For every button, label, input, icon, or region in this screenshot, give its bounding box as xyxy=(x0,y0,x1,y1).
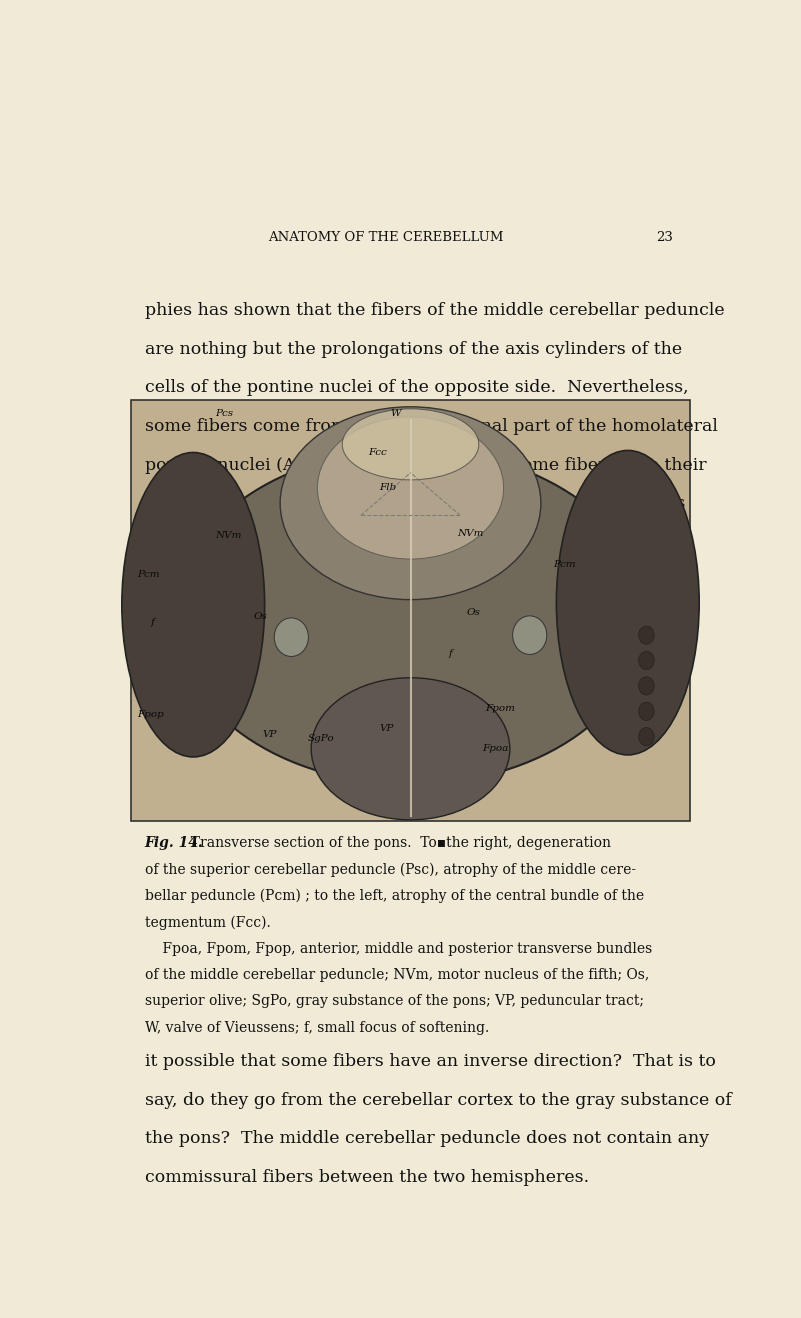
Text: W, valve of Vieussens; f, small focus of softening.: W, valve of Vieussens; f, small focus of… xyxy=(145,1020,489,1035)
Ellipse shape xyxy=(638,626,654,645)
Text: W: W xyxy=(391,410,401,418)
Text: Fpoa: Fpoa xyxy=(482,745,508,754)
Ellipse shape xyxy=(311,677,509,820)
Text: Fig. 14.: Fig. 14. xyxy=(145,836,203,850)
Text: of the middle cerebellar peduncle; NVm, motor nucleus of the fifth; Os,: of the middle cerebellar peduncle; NVm, … xyxy=(145,967,649,982)
Text: of the superior cerebellar peduncle (Psc), atrophy of the middle cere-: of the superior cerebellar peduncle (Psc… xyxy=(145,862,636,876)
Ellipse shape xyxy=(342,409,479,480)
Text: f: f xyxy=(449,648,453,658)
Ellipse shape xyxy=(274,618,308,656)
Text: pontine nuclei (André-Thomas).  Besides, some fibers take their: pontine nuclei (André-Thomas). Besides, … xyxy=(145,456,706,474)
Text: VP: VP xyxy=(380,724,394,733)
Ellipse shape xyxy=(175,449,646,784)
Text: Os: Os xyxy=(254,613,268,621)
Ellipse shape xyxy=(513,616,547,655)
Bar xyxy=(131,399,690,821)
Text: superior olive; SgPo, gray substance of the pons; VP, peduncular tract;: superior olive; SgPo, gray substance of … xyxy=(145,994,644,1008)
Text: Transverse section of the pons.  To▪the right, degeneration: Transverse section of the pons. To▪the r… xyxy=(182,836,611,850)
Ellipse shape xyxy=(317,416,504,559)
Text: cells of the pontine nuclei of the opposite side.  Nevertheless,: cells of the pontine nuclei of the oppos… xyxy=(145,380,688,397)
Text: the pons?  The middle cerebellar peduncle does not contain any: the pons? The middle cerebellar peduncle… xyxy=(145,1131,709,1148)
Text: say, do they go from the cerebellar cortex to the gray substance of: say, do they go from the cerebellar cort… xyxy=(145,1091,731,1108)
Ellipse shape xyxy=(638,702,654,721)
Ellipse shape xyxy=(638,676,654,695)
Ellipse shape xyxy=(638,728,654,746)
Ellipse shape xyxy=(638,651,654,670)
Text: 23: 23 xyxy=(656,231,673,244)
Text: SgPo: SgPo xyxy=(308,734,335,743)
Text: phies has shown that the fibers of the middle cerebellar peduncle: phies has shown that the fibers of the m… xyxy=(145,302,724,319)
Text: bellar peduncle (Pcm) ; to the left, atrophy of the central bundle of the: bellar peduncle (Pcm) ; to the left, atr… xyxy=(145,888,644,903)
Text: Fpoa, Fpom, Fpop, anterior, middle and posterior transverse bundles: Fpoa, Fpom, Fpop, anterior, middle and p… xyxy=(145,941,652,956)
Ellipse shape xyxy=(557,451,699,755)
Text: NVm: NVm xyxy=(215,531,241,540)
Text: f: f xyxy=(151,618,155,627)
Text: NVm: NVm xyxy=(457,529,484,538)
Text: ANATOMY OF THE CEREBELLUM: ANATOMY OF THE CEREBELLUM xyxy=(268,231,504,244)
Text: Fcc: Fcc xyxy=(368,448,387,457)
Text: Os: Os xyxy=(466,609,481,617)
Text: commissural fibers between the two hemispheres.: commissural fibers between the two hemis… xyxy=(145,1169,589,1186)
Text: some fibers come from the most external part of the homolateral: some fibers come from the most external … xyxy=(145,418,718,435)
Ellipse shape xyxy=(280,407,541,600)
Text: Flb: Flb xyxy=(380,484,396,493)
Text: Fpop: Fpop xyxy=(138,710,164,718)
Ellipse shape xyxy=(122,452,264,757)
Text: Pcm: Pcm xyxy=(553,560,576,568)
Text: it possible that some fibers have an inverse direction?  That is to: it possible that some fibers have an inv… xyxy=(145,1053,716,1070)
Text: Pcs: Pcs xyxy=(215,410,233,418)
Text: origin from the gray substance of the pontine tegmentum.  Is: origin from the gray substance of the po… xyxy=(145,496,685,513)
Text: tegmentum (Fcc).: tegmentum (Fcc). xyxy=(145,915,271,929)
Text: VP: VP xyxy=(263,730,277,739)
Text: are nothing but the prolongations of the axis cylinders of the: are nothing but the prolongations of the… xyxy=(145,341,682,357)
Text: Fpom: Fpom xyxy=(485,704,515,713)
Text: Pcm: Pcm xyxy=(138,569,160,579)
